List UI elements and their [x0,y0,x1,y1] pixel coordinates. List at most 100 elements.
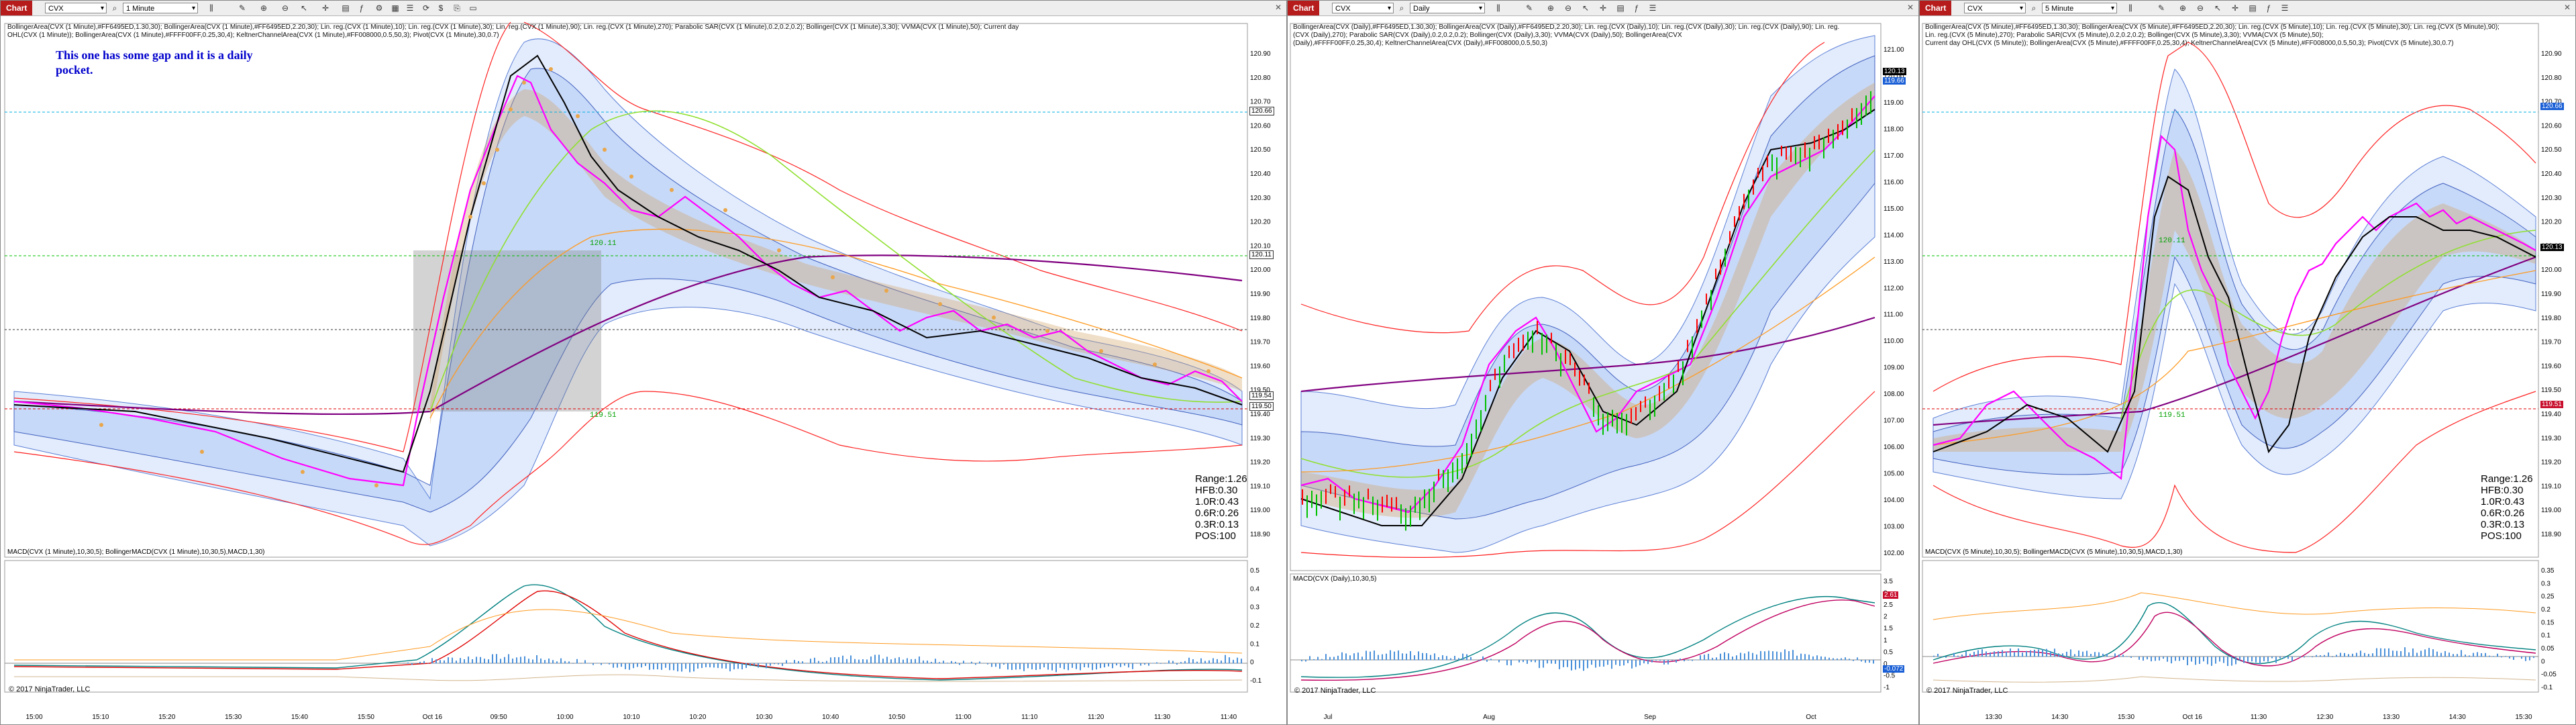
chart-menu-button[interactable]: Chart [1288,1,1320,15]
data-box-icon[interactable]: ▤ [2249,3,2257,13]
histogram-bar [1341,652,1343,661]
interval-selector[interactable]: Daily [1410,3,1485,14]
zoom-in-icon[interactable]: ⊕ [2179,3,2187,13]
histogram-bar [593,663,594,665]
price-tick-label: 111.00 [1884,311,1904,319]
time-tick-label: 10:40 [822,714,839,721]
macd-panel[interactable] [1290,573,1882,693]
histogram-bar [1627,660,1629,663]
histogram-bar [1861,660,1862,662]
histogram-bar [870,656,872,664]
cursor-icon[interactable]: ↖ [1582,3,1590,13]
close-icon[interactable]: ✕ [1274,3,1282,12]
search-icon[interactable]: ⌕ [1399,3,1404,13]
macd-panel[interactable] [4,560,1248,693]
histogram-bar [745,663,747,669]
histogram-bar [1068,663,1069,671]
pencil-icon[interactable]: ✎ [238,3,246,13]
refresh-icon[interactable]: ⟳ [422,3,430,13]
indicator-legend: BollingerArea(CVX (1 Minute),#FF6495ED,1… [7,23,1235,40]
zoom-in-icon[interactable]: ⊕ [260,3,268,13]
chart-trader-icon[interactable]: ⎘ [454,3,460,13]
search-icon[interactable]: ⌕ [112,3,117,13]
histogram-bar [2102,653,2104,657]
level-label: 119.51 [590,412,617,420]
data-box-icon[interactable]: ▤ [342,3,350,13]
time-tick-label: 09:50 [491,714,507,721]
indicators-icon[interactable]: ƒ [359,3,364,13]
time-tick-label: 14:30 [2449,714,2466,721]
macd-panel[interactable] [1922,560,2539,693]
properties-icon[interactable]: ☰ [406,3,414,13]
close-icon[interactable]: ✕ [1906,3,1914,12]
strategies-icon[interactable]: ⚙ [375,3,383,13]
zoom-out-icon[interactable]: ⊖ [1564,3,1572,13]
histogram-bar [1708,653,1709,661]
histogram-bar [1623,660,1625,666]
histogram-bar [572,663,574,664]
price-tick-label: 110.00 [1884,338,1904,345]
linreg-10 [1300,95,1875,514]
properties-icon[interactable]: ☰ [1649,3,1657,13]
histogram-bar [1599,660,1600,667]
zoom-out-icon[interactable]: ⊖ [2196,3,2204,13]
price-panel[interactable] [1290,23,1882,571]
histogram-bar [2139,657,2140,660]
linreg-270 [13,254,1243,416]
histogram-bar [504,657,505,664]
cursor-icon[interactable]: ↖ [300,3,308,13]
histogram-bar [564,661,566,664]
interval-selector[interactable]: 5 Minute [2042,3,2117,14]
histogram-bar [1523,660,1524,663]
indicators-icon[interactable]: ƒ [1634,3,1639,13]
histogram-bar [1321,659,1323,661]
search-icon[interactable]: ⌕ [2031,3,2037,13]
order-icon[interactable]: $ [438,3,444,13]
histogram-bar [2283,657,2285,659]
zoom-in-icon[interactable]: ⊕ [1547,3,1555,13]
crosshair-icon[interactable]: ✛ [321,3,329,13]
cursor-icon[interactable]: ↖ [2214,3,2222,13]
bar-type-icon[interactable]: ⫼ [2128,3,2132,13]
legend-line: BollingerArea(CVX (1 Minute),#FF6495ED,1… [7,23,1019,31]
histogram-bar [613,663,614,668]
interval-selector[interactable]: 1 Minute [123,3,198,14]
instrument-selector[interactable]: CVX [45,3,107,14]
time-tick-label: 11:30 [2251,714,2267,721]
histogram-bar [1458,658,1459,661]
crosshair-icon[interactable]: ✛ [2231,3,2239,13]
bar-type-icon[interactable]: ⫼ [209,3,213,13]
properties-icon[interactable]: ☰ [2281,3,2289,13]
chart-menu-button[interactable]: Chart [1920,1,1952,15]
histogram-bar [705,663,707,667]
instrument-selector[interactable]: CVX [1332,3,1394,14]
chart-panel-daily[interactable]: 121.00 120.00 119.00 118.00 117.00 116.00 115.… [1288,15,1919,725]
histogram-bar [1100,663,1101,669]
crosshair-icon[interactable]: ✛ [1599,3,1607,13]
close-icon[interactable]: ✕ [2563,3,2571,12]
pencil-icon[interactable]: ✎ [1525,3,1533,13]
window-icon[interactable]: ▭ [469,3,477,13]
chart-panel-1min[interactable]: 120.90 120.80 120.70 120.60 120.50 120.40 120.… [1,15,1287,725]
time-tick-label: 11:10 [1021,714,1038,721]
zoom-out-icon[interactable]: ⊖ [281,3,289,13]
histogram-bar [1961,655,1963,657]
chart-menu-button[interactable]: Chart [1,1,33,15]
bar-type-icon[interactable]: ⫼ [1496,3,1500,13]
histogram-bar [403,663,405,664]
chart-panel-5min[interactable]: 120.90 120.80 120.70 120.60 120.50 120.40 120.… [1920,15,2576,725]
indicators-icon[interactable]: ƒ [2266,3,2271,13]
histogram-bar [931,661,932,664]
macd-signal [13,590,1243,679]
histogram-bar [419,661,421,664]
templates-icon[interactable]: ▦ [391,3,399,13]
histogram-bar [1470,657,1472,661]
pencil-icon[interactable]: ✎ [2157,3,2165,13]
instrument-selector[interactable]: CVX [1964,3,2026,14]
histogram-bar [939,662,940,664]
chart-annotation-text[interactable]: This one has some gap and it is a daily … [56,48,253,77]
histogram-bar [1607,660,1608,665]
histogram-bar [1680,658,1681,661]
linreg-30 [13,54,1243,473]
data-box-icon[interactable]: ▤ [1616,3,1625,13]
